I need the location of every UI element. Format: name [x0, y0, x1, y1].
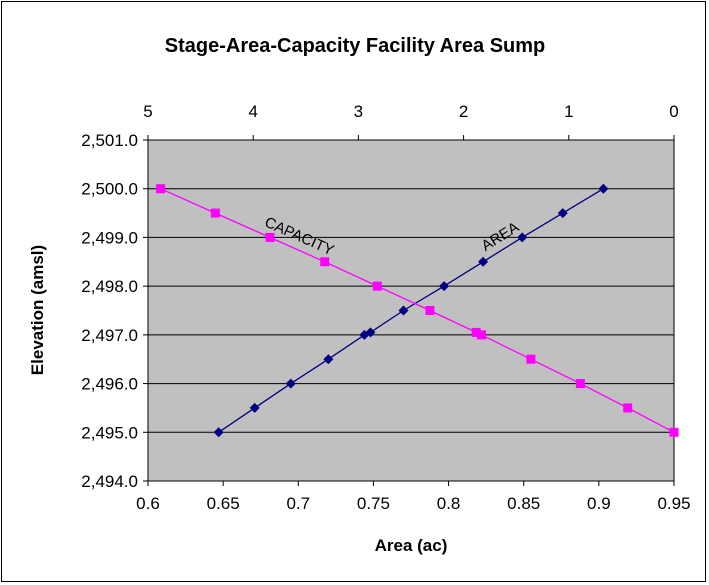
y-tick-label: 2,501.0 [81, 131, 138, 150]
x-bottom-tick-label: 0.95 [657, 494, 690, 513]
y-tick-label: 2,500.0 [81, 180, 138, 199]
y-tick-label: 2,499.0 [81, 228, 138, 247]
series-line-area [218, 188, 604, 433]
x-top-tick-label: 3 [354, 102, 363, 121]
grid-lines [148, 188, 674, 433]
y-tick-label: 2,494.0 [81, 472, 138, 491]
y-tick-label: 2,498.0 [81, 277, 138, 296]
series-layer [156, 183, 679, 438]
x-axis-title: Area (ac) [375, 536, 448, 555]
series-point-capacity [669, 427, 679, 437]
x-bottom-tick-label: 0.65 [207, 494, 240, 513]
series-point-area [398, 305, 409, 316]
series-point-capacity [210, 208, 220, 218]
y-axis-title: Elevation (amsl) [28, 245, 47, 375]
x-top-tick-label: 2 [459, 102, 468, 121]
series-point-area [285, 378, 296, 389]
x-top-tick-label: 1 [564, 102, 573, 121]
x-bottom-tick-label: 0.9 [587, 494, 611, 513]
series-point-capacity [265, 232, 275, 242]
series-point-area [598, 183, 609, 194]
plot-area [147, 139, 675, 482]
x-bottom-tick-label: 0.8 [437, 494, 461, 513]
series-point-area [517, 232, 528, 243]
series-point-area [249, 402, 260, 413]
y-tick-label: 2,496.0 [81, 375, 138, 394]
axes [143, 135, 675, 486]
series-point-area [439, 281, 450, 292]
x-top-tick-label: 0 [669, 102, 678, 121]
x-bottom-tick-label: 0.7 [286, 494, 310, 513]
series-point-capacity [575, 379, 585, 389]
series-point-capacity [471, 327, 481, 337]
series-line-capacity [160, 188, 675, 433]
series-point-capacity [623, 403, 633, 413]
series-point-capacity [156, 184, 166, 194]
x-top-tick-label: 5 [143, 102, 152, 121]
y-tick-label: 2,497.0 [81, 326, 138, 345]
series-point-capacity [372, 281, 382, 291]
series-point-capacity [476, 330, 486, 340]
series-point-area [323, 354, 334, 365]
series-point-capacity [425, 306, 435, 315]
series-point-area [557, 208, 568, 219]
series-point-area [365, 327, 376, 338]
chart-title: Stage-Area-Capacity Facility Area Sump [165, 35, 546, 57]
series-point-capacity [320, 257, 330, 267]
series-point-area [213, 427, 224, 438]
y-tick-label: 2,495.0 [81, 423, 138, 442]
x-bottom-tick-label: 0.75 [357, 494, 390, 513]
tick-labels: 2,494.0 2,495.0 2,496.0 2,497.0 2,498.0 2,499… [81, 102, 690, 513]
series-point-area [478, 256, 489, 267]
x-bottom-tick-label: 0.6 [136, 494, 160, 513]
x-top-tick-label: 4 [248, 102, 257, 121]
x-bottom-tick-label: 0.85 [507, 494, 540, 513]
series-point-capacity [526, 354, 536, 364]
